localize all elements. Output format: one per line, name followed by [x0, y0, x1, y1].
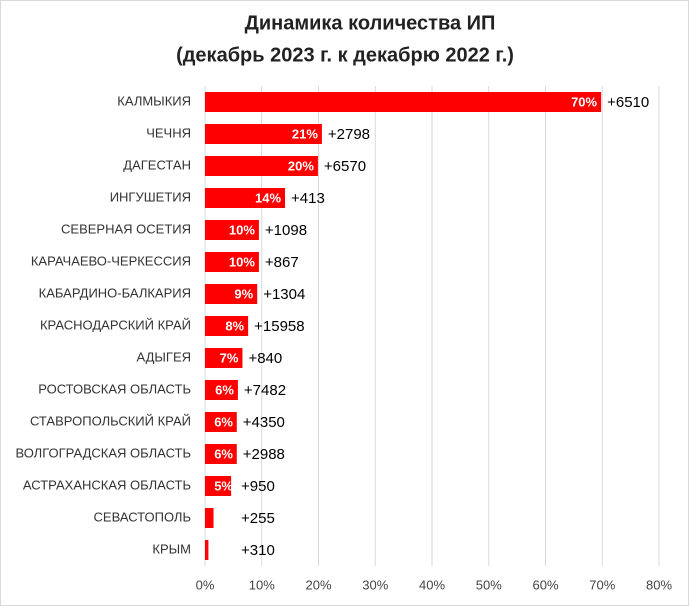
bar [205, 92, 602, 112]
count-label: +6570 [324, 158, 366, 175]
count-label: +7482 [244, 382, 286, 399]
bar [205, 316, 249, 336]
y-tick-label: КРАСНОДАРСКИЙ КРАЙ [40, 317, 191, 332]
y-tick-label: ЧЕЧНЯ [146, 125, 191, 140]
bar [205, 188, 286, 208]
value-label: 6% [215, 382, 234, 397]
x-tick-label: 10% [249, 577, 275, 592]
count-label: +950 [241, 478, 275, 495]
value-label: 14% [255, 190, 281, 205]
bar [205, 540, 209, 560]
value-label: 21% [292, 126, 318, 141]
value-label: 10% [229, 254, 255, 269]
bar [205, 348, 243, 368]
value-label: 70% [571, 94, 597, 109]
y-tick-label: КАЛМЫКИЯ [117, 93, 191, 108]
value-label: 9% [234, 286, 253, 301]
y-tick-label: КАРАЧАЕВО-ЧЕРКЕССИЯ [31, 253, 191, 268]
y-tick-label: СТАВРОПОЛЬСКИЙ КРАЙ [30, 413, 191, 428]
value-label: 8% [225, 318, 244, 333]
count-label: +2988 [243, 446, 285, 463]
x-tick-label: 40% [419, 577, 445, 592]
value-label: 6% [214, 446, 233, 461]
chart-title: Динамика количества ИП [245, 12, 496, 34]
value-label: 10% [229, 222, 255, 237]
value-label: 20% [288, 158, 314, 173]
x-tick-label: 30% [362, 577, 388, 592]
bar [205, 252, 259, 272]
y-tick-label: АСТРАХАНСКАЯ ОБЛАСТЬ [23, 477, 191, 492]
bar [205, 156, 318, 176]
y-tick-label: СЕВЕРНАЯ ОСЕТИЯ [61, 221, 191, 236]
count-label: +6510 [607, 94, 649, 111]
count-label: +310 [241, 542, 275, 559]
bar [205, 220, 259, 240]
x-tick-label: 60% [532, 577, 558, 592]
count-label: +413 [291, 190, 325, 207]
count-label: +15958 [254, 318, 304, 335]
y-tick-label: ДАГЕСТАН [123, 157, 191, 172]
y-tick-label: АДЫГЕЯ [136, 349, 191, 364]
count-label: +1304 [263, 286, 305, 303]
x-tick-label: 50% [476, 577, 502, 592]
bar [205, 476, 232, 496]
value-label: 2% [214, 510, 233, 525]
x-tick-label: 70% [589, 577, 615, 592]
y-tick-label: СЕВАСТОПОЛЬ [94, 509, 191, 524]
y-tick-label: ВОЛГОГРАДСКАЯ ОБЛАСТЬ [15, 445, 191, 460]
y-tick-label: РОСТОВСКАЯ ОБЛАСТЬ [38, 381, 191, 396]
bar [205, 284, 258, 304]
x-tick-label: 0% [196, 577, 215, 592]
bar [205, 444, 237, 464]
value-label: 7% [220, 350, 239, 365]
y-tick-label: КРЫМ [152, 541, 191, 556]
x-tick-label: 20% [305, 577, 331, 592]
x-tick-label: 80% [646, 577, 672, 592]
count-label: +1098 [265, 222, 307, 239]
bar [205, 380, 238, 400]
bar [205, 508, 214, 528]
value-label: 1% [214, 542, 233, 557]
count-label: +840 [248, 350, 282, 367]
count-label: +255 [241, 510, 275, 527]
bar [205, 412, 237, 432]
y-tick-label: ИНГУШЕТИЯ [110, 189, 191, 204]
bar [205, 124, 322, 144]
count-label: +4350 [243, 414, 285, 431]
y-tick-label: КАБАРДИНО-БАЛКАРИЯ [39, 285, 191, 300]
count-label: +2798 [328, 126, 370, 143]
chart-subtitle: (декабрь 2023 г. к декабрю 2022 г.) [176, 44, 514, 66]
value-label: 5% [214, 478, 233, 493]
value-label: 6% [214, 414, 233, 429]
count-label: +867 [265, 254, 299, 271]
